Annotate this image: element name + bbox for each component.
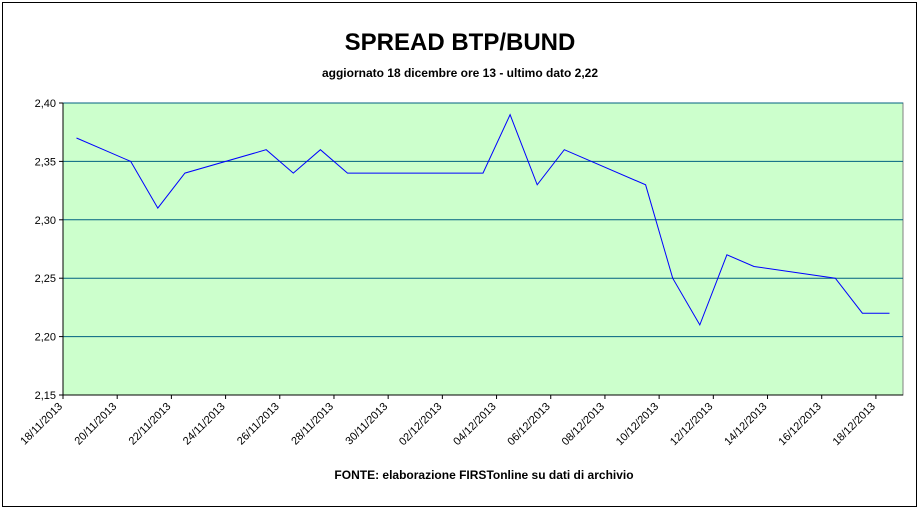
y-tick-label: 2,40 — [35, 98, 56, 110]
y-tick-label: 2,25 — [35, 273, 56, 285]
y-tick-label: 2,35 — [35, 156, 56, 168]
y-tick-label: 2,30 — [35, 215, 56, 227]
plot-area — [62, 102, 904, 396]
chart-title: SPREAD BTP/BUND — [345, 29, 576, 56]
chart-subtitle: aggiornato 18 dicembre ore 13 - ultimo d… — [322, 66, 598, 80]
y-tick-label: 2,15 — [35, 390, 56, 402]
data-line — [76, 113, 890, 327]
y-tick-label: 2,20 — [35, 332, 56, 344]
source-note: FONTE: elaborazione FIRSTonline su dati … — [334, 468, 633, 482]
